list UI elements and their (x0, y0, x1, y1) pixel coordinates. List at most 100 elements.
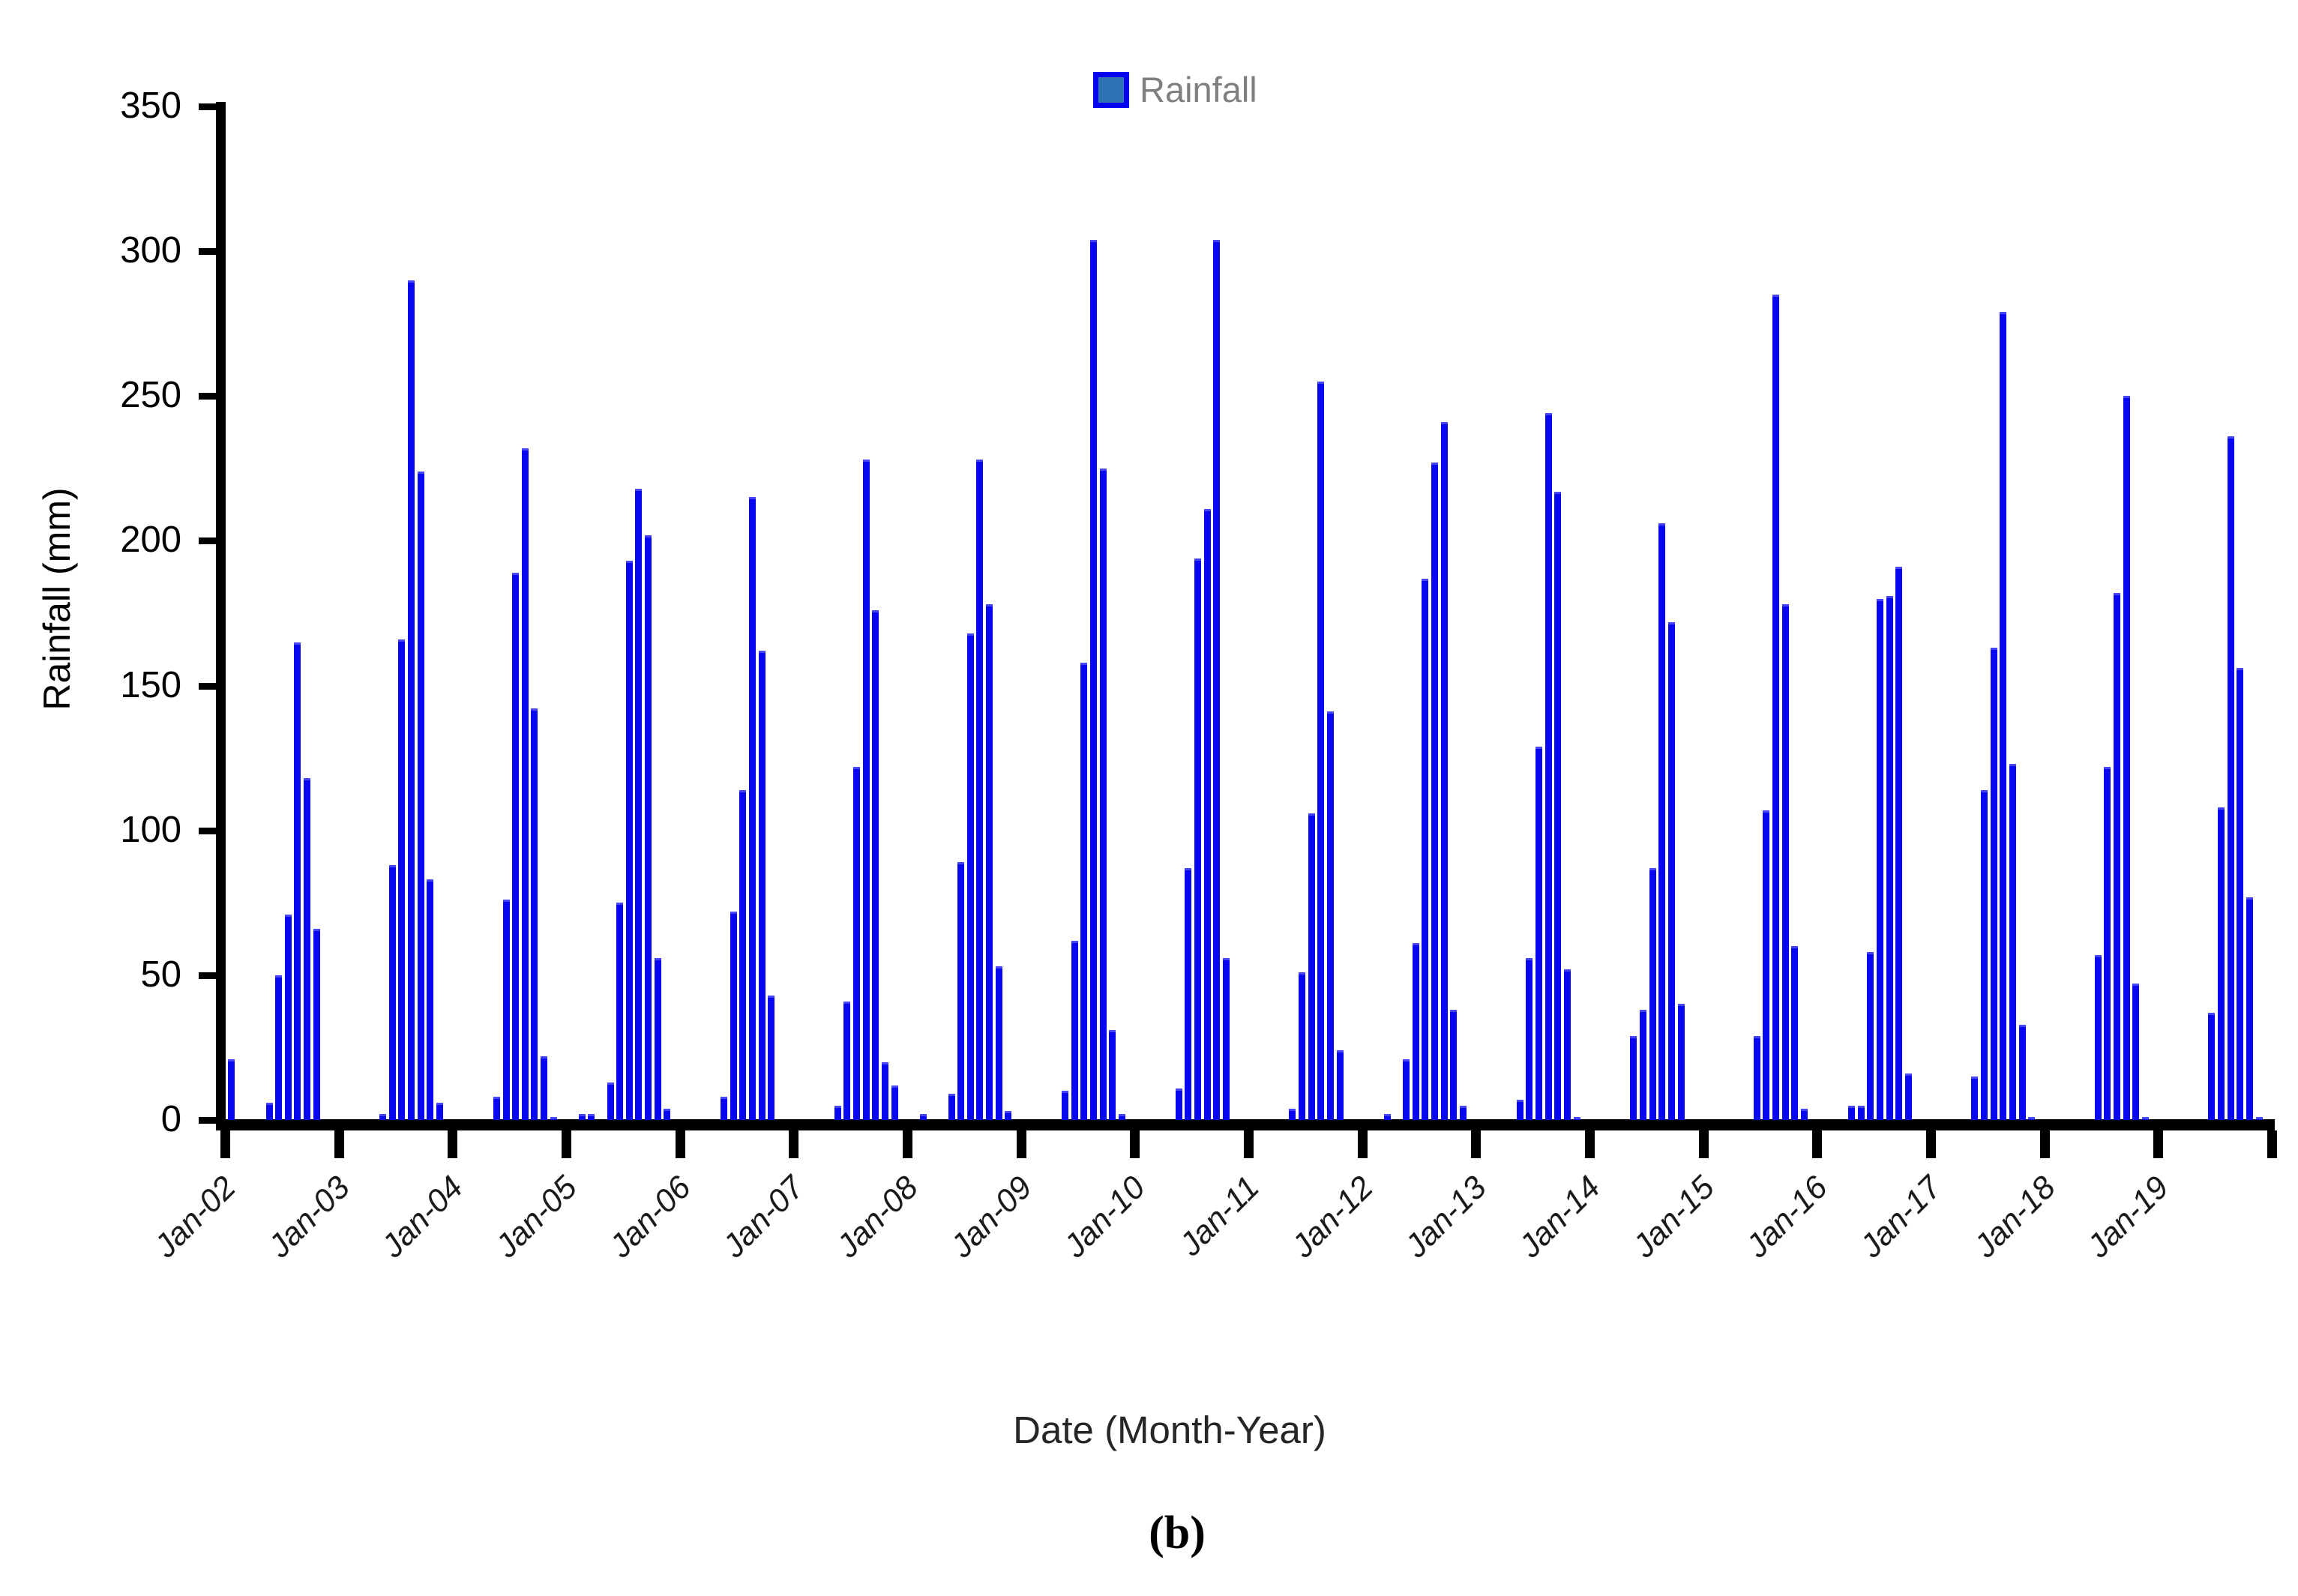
bar-2012-May (1403, 1059, 1410, 1120)
bar-2008-May (948, 1094, 955, 1120)
bar-2015-Sep (1781, 604, 1789, 1120)
x-tick-label-Jan-18: Jan-18 (1967, 1169, 2063, 1265)
bar-2016-Oct (1904, 1073, 1912, 1120)
bar-2017-Jun (1981, 790, 1988, 1120)
x-tick-1 (334, 1130, 344, 1158)
y-tick-100 (199, 827, 217, 834)
bar-2006-Jul (739, 790, 747, 1120)
bar-2015-Nov (1800, 1109, 1808, 1120)
bar-2009-Nov (1119, 1114, 1125, 1120)
bar-2008-Sep (986, 604, 993, 1120)
bar-2004-May (493, 1097, 500, 1120)
x-tick-label-Jan-03: Jan-03 (261, 1169, 357, 1265)
x-tick-7 (1016, 1130, 1026, 1158)
bar-2009-Sep (1099, 469, 1107, 1120)
bar-2005-Aug (635, 489, 643, 1120)
y-axis-title: Rainfall (mm) (36, 487, 78, 711)
x-tick-13 (1698, 1130, 1709, 1158)
y-tick-300 (199, 248, 217, 256)
y-tick-label-300: 300 (120, 230, 181, 271)
x-tick-3 (561, 1130, 571, 1158)
bar-2019-Nov (2255, 1117, 2263, 1120)
x-tick-2 (448, 1130, 458, 1158)
x-tick-9 (1243, 1130, 1254, 1158)
bar-2006-Jun (730, 912, 737, 1120)
bar-2017-Aug (2000, 312, 2007, 1120)
bar-2003-May (379, 1114, 387, 1120)
x-tick-label-Jan-04: Jan-04 (375, 1169, 471, 1265)
bar-2015-Jun (1753, 1036, 1760, 1120)
bar-2018-Jun (2094, 955, 2102, 1120)
bar-2015-Jul (1763, 810, 1770, 1120)
bar-2006-Oct (768, 996, 775, 1120)
x-tick-label-Jan-02: Jan-02 (147, 1169, 243, 1265)
y-tick-label-200: 200 (120, 520, 181, 561)
x-tick-label-Jan-10: Jan-10 (1057, 1169, 1153, 1265)
x-tick-8 (1130, 1130, 1140, 1158)
x-tick-17 (2153, 1130, 2164, 1158)
y-tick-label-150: 150 (120, 664, 181, 705)
bar-2009-Aug (1090, 240, 1098, 1120)
bar-2017-May (1971, 1076, 1979, 1120)
bar-2016-Jun (1867, 952, 1874, 1120)
bar-2003-Sep (417, 472, 424, 1120)
bar-2019-Jun (2208, 1013, 2216, 1120)
bar-2011-Sep (1327, 711, 1335, 1120)
bar-2008-Jun (957, 862, 965, 1120)
x-tick-11 (1471, 1130, 1482, 1158)
bar-2007-Jun (843, 1002, 851, 1120)
bar-2019-Oct (2246, 897, 2253, 1120)
x-tick-label-Jan-15: Jan-15 (1625, 1169, 1721, 1265)
bar-2002-Aug (294, 642, 301, 1120)
legend-swatch-icon (1093, 72, 1129, 108)
x-tick-6 (902, 1130, 912, 1158)
y-tick-50 (199, 972, 217, 979)
bar-2007-Oct (882, 1062, 889, 1120)
x-tick-label-Jan-17: Jan-17 (1853, 1169, 1949, 1265)
bar-2004-Jul (512, 573, 520, 1120)
y-tick-label-0: 0 (160, 1099, 181, 1139)
bar-2014-Jun (1640, 1010, 1647, 1120)
bar-2008-Jul (966, 633, 974, 1120)
x-axis-title: Date (Month-Year) (1013, 1409, 1326, 1451)
bar-2005-Mar (588, 1114, 595, 1120)
bar-2016-Sep (1895, 567, 1903, 1120)
bar-2010-Jul (1194, 558, 1202, 1120)
bar-2011-May (1289, 1109, 1296, 1120)
bar-2005-Sep (645, 535, 652, 1120)
x-tick-label-Jan-08: Jan-08 (829, 1169, 925, 1265)
bar-2007-Sep (872, 610, 879, 1120)
x-tick-label-Jan-19: Jan-19 (2081, 1169, 2177, 1265)
bar-2005-Nov (664, 1109, 671, 1120)
bar-2003-Oct (427, 879, 434, 1120)
bar-2008-Oct (995, 966, 1002, 1120)
bar-2017-Sep (2009, 764, 2016, 1120)
bar-2010-Jun (1185, 868, 1192, 1120)
bar-2008-Feb (919, 1114, 927, 1120)
bar-2007-Aug (862, 460, 870, 1120)
legend-label: Rainfall (1140, 70, 1257, 109)
bar-2007-Jul (853, 767, 861, 1120)
bar-2016-Aug (1886, 596, 1893, 1120)
bar-2002-Jan (228, 1059, 235, 1120)
bar-2014-May (1630, 1036, 1637, 1120)
bar-2009-May (1062, 1091, 1069, 1120)
y-tick-label-100: 100 (120, 809, 181, 850)
bar-2003-Jun (388, 865, 396, 1120)
bar-2004-Sep (531, 708, 538, 1120)
bar-2008-Nov (1005, 1111, 1012, 1120)
bar-2003-Aug (408, 280, 415, 1120)
y-tick-350 (199, 103, 217, 110)
y-tick-150 (199, 682, 217, 690)
x-tick-label-Jan-09: Jan-09 (943, 1169, 1039, 1265)
bar-2014-Aug (1658, 523, 1666, 1120)
bar-2012-Nov (1459, 1106, 1467, 1120)
bar-2012-Jun (1412, 943, 1419, 1120)
bar-2018-Nov (2141, 1117, 2149, 1120)
y-tick-200 (199, 537, 217, 545)
bar-2004-Oct (541, 1056, 548, 1120)
bar-2016-May (1857, 1106, 1865, 1120)
x-tick-5 (789, 1130, 799, 1158)
bar-2014-Sep (1668, 622, 1676, 1120)
